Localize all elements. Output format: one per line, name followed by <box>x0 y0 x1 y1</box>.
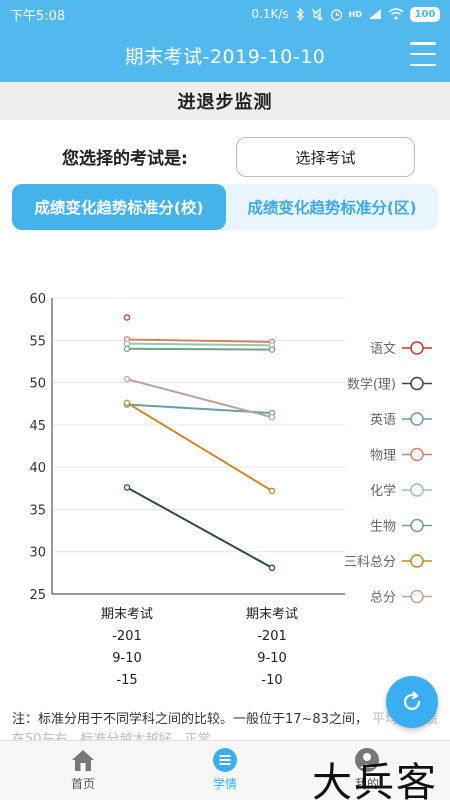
hd-icon: HD <box>348 9 362 19</box>
legend-label: 英语 <box>370 413 396 428</box>
alarm-icon <box>330 8 342 21</box>
mute-icon <box>311 7 324 21</box>
series-line <box>126 342 273 347</box>
legend-label: 数学(理) <box>347 377 396 393</box>
list-icon <box>213 748 237 772</box>
legend-label: 物理 <box>370 449 396 464</box>
x-tick-label: 期末考试 <box>101 607 153 622</box>
y-tick-label: 45 <box>29 419 46 434</box>
y-tick-label: 35 <box>29 503 46 518</box>
select-exam-button[interactable]: 选择考试 <box>236 137 415 177</box>
exam-select-label: 您选择的考试是: <box>62 149 188 169</box>
nav-label-mine: 我的 <box>354 777 379 791</box>
x-tick-label: 9-10 <box>257 651 287 666</box>
network-speed: 0.1K/s <box>251 7 289 21</box>
data-point <box>268 487 276 495</box>
legend-marker <box>410 412 424 426</box>
x-tick-label: 9-10 <box>112 651 142 666</box>
legend-marker <box>410 483 424 497</box>
series-line <box>126 402 273 492</box>
note-main: 注：标准分用于不同学科之间的比较。一般位于17~83之间， <box>12 712 368 727</box>
series-line <box>126 486 273 569</box>
x-tick-label: -201 <box>112 629 142 644</box>
tab-school-standard-score[interactable]: 成绩变化趋势标准分(校) <box>12 184 226 230</box>
nav-label-study: 学情 <box>212 777 237 791</box>
tab-district-standard-score[interactable]: 成绩变化趋势标准分(区) <box>247 199 417 217</box>
app-header: 期末考试-2019-10-10 <box>0 28 450 82</box>
x-tick-label: -15 <box>116 673 137 688</box>
y-tick-label: 60 <box>29 292 46 307</box>
y-tick-label: 30 <box>29 546 46 561</box>
legend-label: 总分 <box>370 591 396 606</box>
status-time: 下午5:08 <box>10 8 66 24</box>
data-point <box>123 375 131 383</box>
refresh-button[interactable] <box>386 676 438 728</box>
data-point <box>123 484 131 491</box>
nav-item-study[interactable]: 学情 <box>185 747 265 792</box>
nav-item-mine[interactable]: 我的 <box>327 747 407 792</box>
series-line <box>126 338 273 343</box>
nav-label-home: 首页 <box>70 777 95 791</box>
data-point <box>123 345 131 352</box>
watermark-logo: 大兵客 <box>312 760 438 800</box>
series-line <box>126 378 273 419</box>
bluetooth-icon <box>296 7 304 21</box>
score-trend-chart: 25 30 35 40 45 50 55 60 期末考试 -201 9-10 -15 期末考试 -201 9… <box>29 292 432 688</box>
legend-label: 化学 <box>370 483 396 499</box>
x-tick-label: -10 <box>261 673 282 688</box>
legend-marker <box>410 447 424 462</box>
y-tick-label: 25 <box>29 588 46 603</box>
data-point <box>268 413 276 421</box>
status-icons: 0.1K/s HD 100 <box>251 6 440 22</box>
menu-line <box>410 42 436 45</box>
trend-tabs: 成绩变化趋势标准分(校) 成绩变化趋势标准分(区) <box>12 184 438 230</box>
home-icon <box>72 750 94 771</box>
nav-item-home[interactable]: 首页 <box>43 747 123 792</box>
menu-line <box>410 63 436 66</box>
y-tick-label: 55 <box>29 334 46 349</box>
data-point <box>123 399 131 407</box>
x-tick-label: 期末考试 <box>246 607 298 622</box>
section-title-bar: 进退步监测 <box>0 82 450 120</box>
legend-marker <box>410 589 424 604</box>
data-point <box>123 314 131 321</box>
hamburger-menu-icon[interactable] <box>410 42 436 66</box>
legend-marker <box>410 341 424 355</box>
battery-indicator: 100 <box>410 6 440 22</box>
series-line <box>126 347 273 351</box>
x-tick-label: -201 <box>257 629 287 644</box>
y-tick-label: 50 <box>29 377 46 392</box>
legend-marker <box>410 554 424 568</box>
legend-marker <box>410 376 424 391</box>
wifi-icon <box>388 8 404 20</box>
data-point <box>268 564 276 572</box>
status-bar: 下午5:08 0.1K/s HD 100 <box>0 0 450 28</box>
data-point <box>268 346 276 353</box>
section-title: 进退步监测 <box>177 92 273 113</box>
legend-label: 三科总分 <box>344 555 396 570</box>
page-title: 期末考试-2019-10-10 <box>124 45 326 68</box>
user-icon <box>355 748 379 772</box>
menu-line <box>410 52 436 56</box>
refresh-icon <box>403 691 421 711</box>
y-tick-label: 40 <box>29 461 46 476</box>
signal-icon <box>369 9 381 19</box>
legend-label: 生物 <box>370 520 396 535</box>
data-point <box>123 340 131 347</box>
legend-label: 语文 <box>370 342 396 357</box>
exam-select-row: 您选择的考试是: 选择考试 <box>0 132 450 180</box>
legend-marker <box>410 518 424 533</box>
bottom-nav: 首页 学情 我的 <box>0 740 450 800</box>
